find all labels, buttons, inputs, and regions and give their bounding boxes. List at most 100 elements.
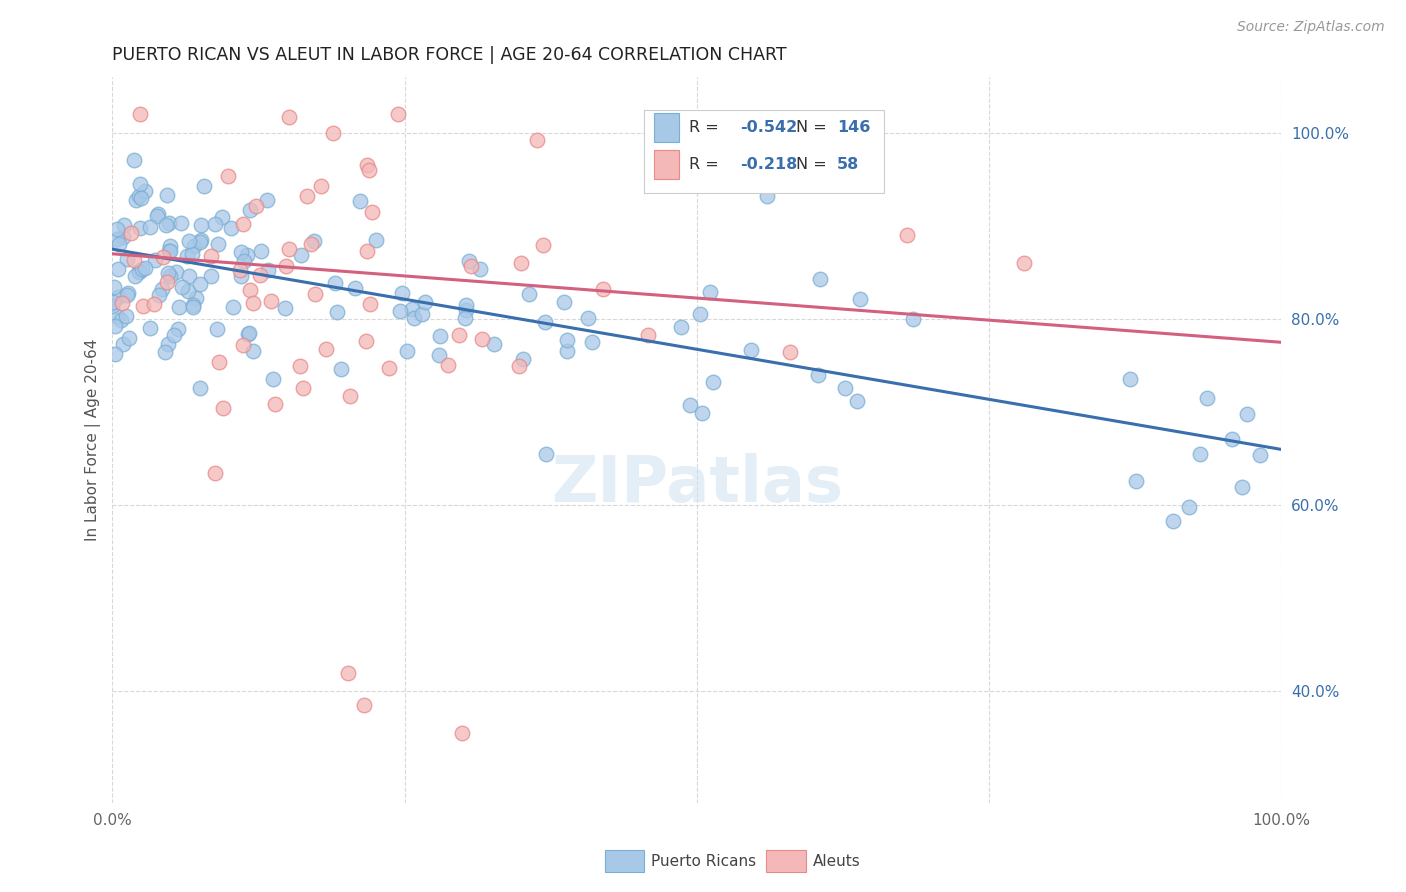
Point (242, 295, 264, 310)
Point (256, 262, 278, 277)
Point (232, 338, 254, 352)
Text: ZIPatlas: ZIPatlas (551, 452, 842, 515)
Point (152, 282, 174, 296)
Text: N =: N = (796, 157, 832, 171)
Point (186, 292, 208, 306)
Point (309, 179, 332, 194)
Point (120, 226, 142, 240)
Point (177, 284, 200, 298)
Point (128, 177, 150, 191)
Text: 58: 58 (837, 157, 859, 171)
Point (131, 261, 153, 276)
Point (427, 348, 450, 362)
Point (1188, 447, 1211, 461)
Point (354, 334, 377, 348)
Point (183, 239, 205, 253)
Point (553, 294, 575, 309)
Text: R =: R = (689, 120, 724, 136)
Point (449, 328, 471, 343)
Point (103, 280, 125, 294)
Point (105, 222, 128, 236)
Point (451, 726, 474, 740)
Point (692, 406, 714, 420)
Point (429, 328, 451, 343)
Point (148, 288, 170, 302)
Point (292, 382, 315, 396)
Point (188, 235, 211, 250)
Point (232, 218, 254, 232)
Point (157, 244, 180, 259)
Point (260, 293, 283, 308)
Point (702, 375, 724, 389)
Point (669, 320, 692, 334)
Point (242, 344, 264, 359)
FancyBboxPatch shape (654, 113, 679, 142)
Point (170, 216, 193, 230)
Point (389, 304, 412, 318)
Point (1178, 500, 1201, 515)
Point (302, 234, 325, 248)
Point (118, 331, 141, 345)
Point (512, 351, 534, 366)
Point (117, 286, 139, 301)
Point (200, 268, 222, 283)
Text: 146: 146 (837, 120, 870, 136)
Point (377, 361, 399, 376)
Point (755, 189, 778, 203)
Point (204, 466, 226, 480)
Point (157, 266, 180, 280)
Point (401, 302, 423, 317)
Point (110, 313, 132, 327)
Point (115, 309, 138, 323)
Point (534, 447, 557, 461)
Point (295, 188, 318, 202)
Point (396, 343, 419, 358)
Point (204, 217, 226, 231)
Point (233, 254, 256, 268)
Point (128, 189, 150, 203)
Point (236, 248, 259, 262)
Point (107, 236, 129, 251)
Point (262, 372, 284, 386)
Point (177, 234, 200, 248)
Point (188, 277, 211, 292)
Point (1236, 407, 1258, 421)
Point (454, 303, 477, 318)
Point (276, 259, 298, 273)
Point (163, 327, 186, 342)
Point (153, 344, 176, 359)
Point (111, 296, 134, 310)
Point (250, 244, 273, 259)
Point (111, 336, 134, 351)
Point (834, 381, 856, 395)
Point (236, 326, 259, 341)
Point (107, 290, 129, 304)
Point (180, 247, 202, 261)
Point (1197, 391, 1219, 405)
Point (679, 398, 702, 412)
Point (555, 333, 578, 347)
Point (468, 261, 491, 276)
Point (111, 230, 134, 244)
Point (156, 337, 179, 351)
Point (299, 237, 322, 252)
Point (592, 282, 614, 296)
Point (581, 334, 603, 349)
Point (325, 276, 347, 290)
Point (159, 239, 181, 253)
Point (288, 359, 311, 373)
Point (849, 292, 872, 306)
Point (576, 311, 599, 326)
Point (132, 299, 155, 313)
Point (221, 220, 243, 235)
Point (263, 396, 285, 410)
Point (179, 269, 201, 284)
Point (156, 188, 179, 202)
Point (256, 193, 278, 207)
Point (190, 218, 212, 232)
Point (454, 298, 477, 312)
Point (482, 337, 505, 351)
Point (193, 179, 215, 194)
Point (699, 285, 721, 300)
Point (115, 288, 138, 302)
